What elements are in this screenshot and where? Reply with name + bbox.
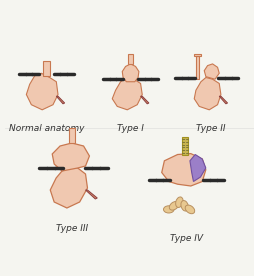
Text: Type II: Type II [196,124,226,133]
Polygon shape [196,56,199,79]
Polygon shape [194,78,221,110]
Polygon shape [50,166,87,208]
Ellipse shape [181,201,188,211]
Text: Type I: Type I [117,124,144,133]
Text: Type IV: Type IV [170,234,203,243]
Polygon shape [52,143,89,171]
Polygon shape [219,96,228,104]
Polygon shape [194,54,201,56]
Ellipse shape [185,205,195,214]
Polygon shape [182,137,188,155]
Polygon shape [140,96,149,104]
Polygon shape [69,128,75,143]
Text: Normal anatomy: Normal anatomy [9,124,84,133]
Polygon shape [190,155,206,182]
Polygon shape [56,96,65,104]
Polygon shape [128,54,133,64]
Polygon shape [122,64,139,82]
Ellipse shape [164,206,174,213]
Polygon shape [162,154,206,186]
Polygon shape [86,190,97,199]
Polygon shape [26,73,58,110]
Polygon shape [43,60,50,76]
Ellipse shape [176,197,183,208]
Text: Type III: Type III [56,224,88,233]
Polygon shape [204,64,219,79]
Polygon shape [112,78,142,110]
Ellipse shape [169,201,179,210]
